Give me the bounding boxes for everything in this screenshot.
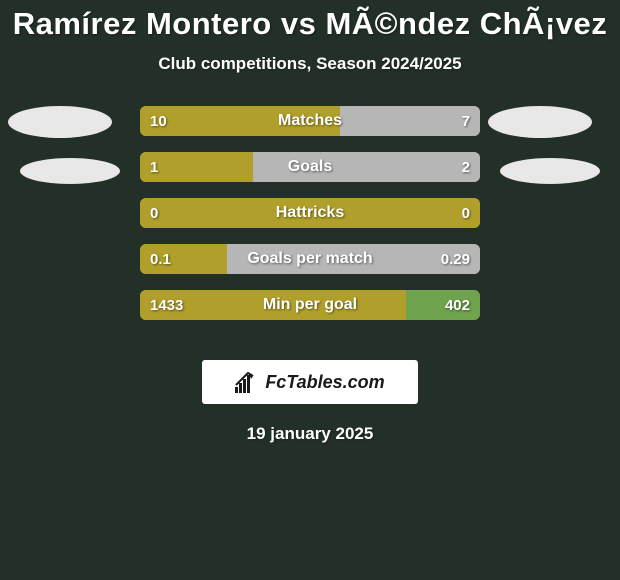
fctables-icon (235, 371, 261, 393)
stat-row: Matches107 (140, 106, 480, 136)
stat-left-seg (140, 106, 340, 136)
date-text: 19 january 2025 (0, 424, 620, 444)
subtitle: Club competitions, Season 2024/2025 (0, 54, 620, 74)
decorative-ellipse (8, 106, 112, 138)
logo-text: FcTables.com (265, 372, 384, 393)
stat-left-seg (140, 152, 253, 182)
decorative-ellipse (500, 158, 600, 184)
stats-arena: Matches107 Goals12 Hattricks00 Goals per ma… (0, 106, 620, 336)
stat-left-seg (140, 290, 406, 320)
stat-bars: Matches107 Goals12 Hattricks00 Goals per ma… (140, 106, 480, 336)
stat-left-seg (140, 244, 227, 274)
decorative-ellipse (488, 106, 592, 138)
stat-right-seg (227, 244, 480, 274)
stat-right-seg (253, 152, 480, 182)
logo-card: FcTables.com (202, 360, 418, 404)
stat-right-seg (340, 106, 480, 136)
comparison-card: Ramírez Montero vs MÃ©ndez ChÃ¡vez Club … (0, 0, 620, 580)
stat-row: Goals12 (140, 152, 480, 182)
decorative-ellipse (20, 158, 120, 184)
stat-row: Hattricks00 (140, 198, 480, 228)
stat-row: Min per goal1433402 (140, 290, 480, 320)
stat-row: Goals per match0.10.29 (140, 244, 480, 274)
page-title: Ramírez Montero vs MÃ©ndez ChÃ¡vez (0, 6, 620, 42)
logo: FcTables.com (235, 371, 384, 393)
stat-left-seg (140, 198, 480, 228)
player-left-name: Ramírez Montero (13, 6, 272, 41)
stat-right-seg (406, 290, 480, 320)
title-vs: vs (281, 6, 316, 41)
player-right-name: MÃ©ndez ChÃ¡vez (325, 6, 607, 41)
